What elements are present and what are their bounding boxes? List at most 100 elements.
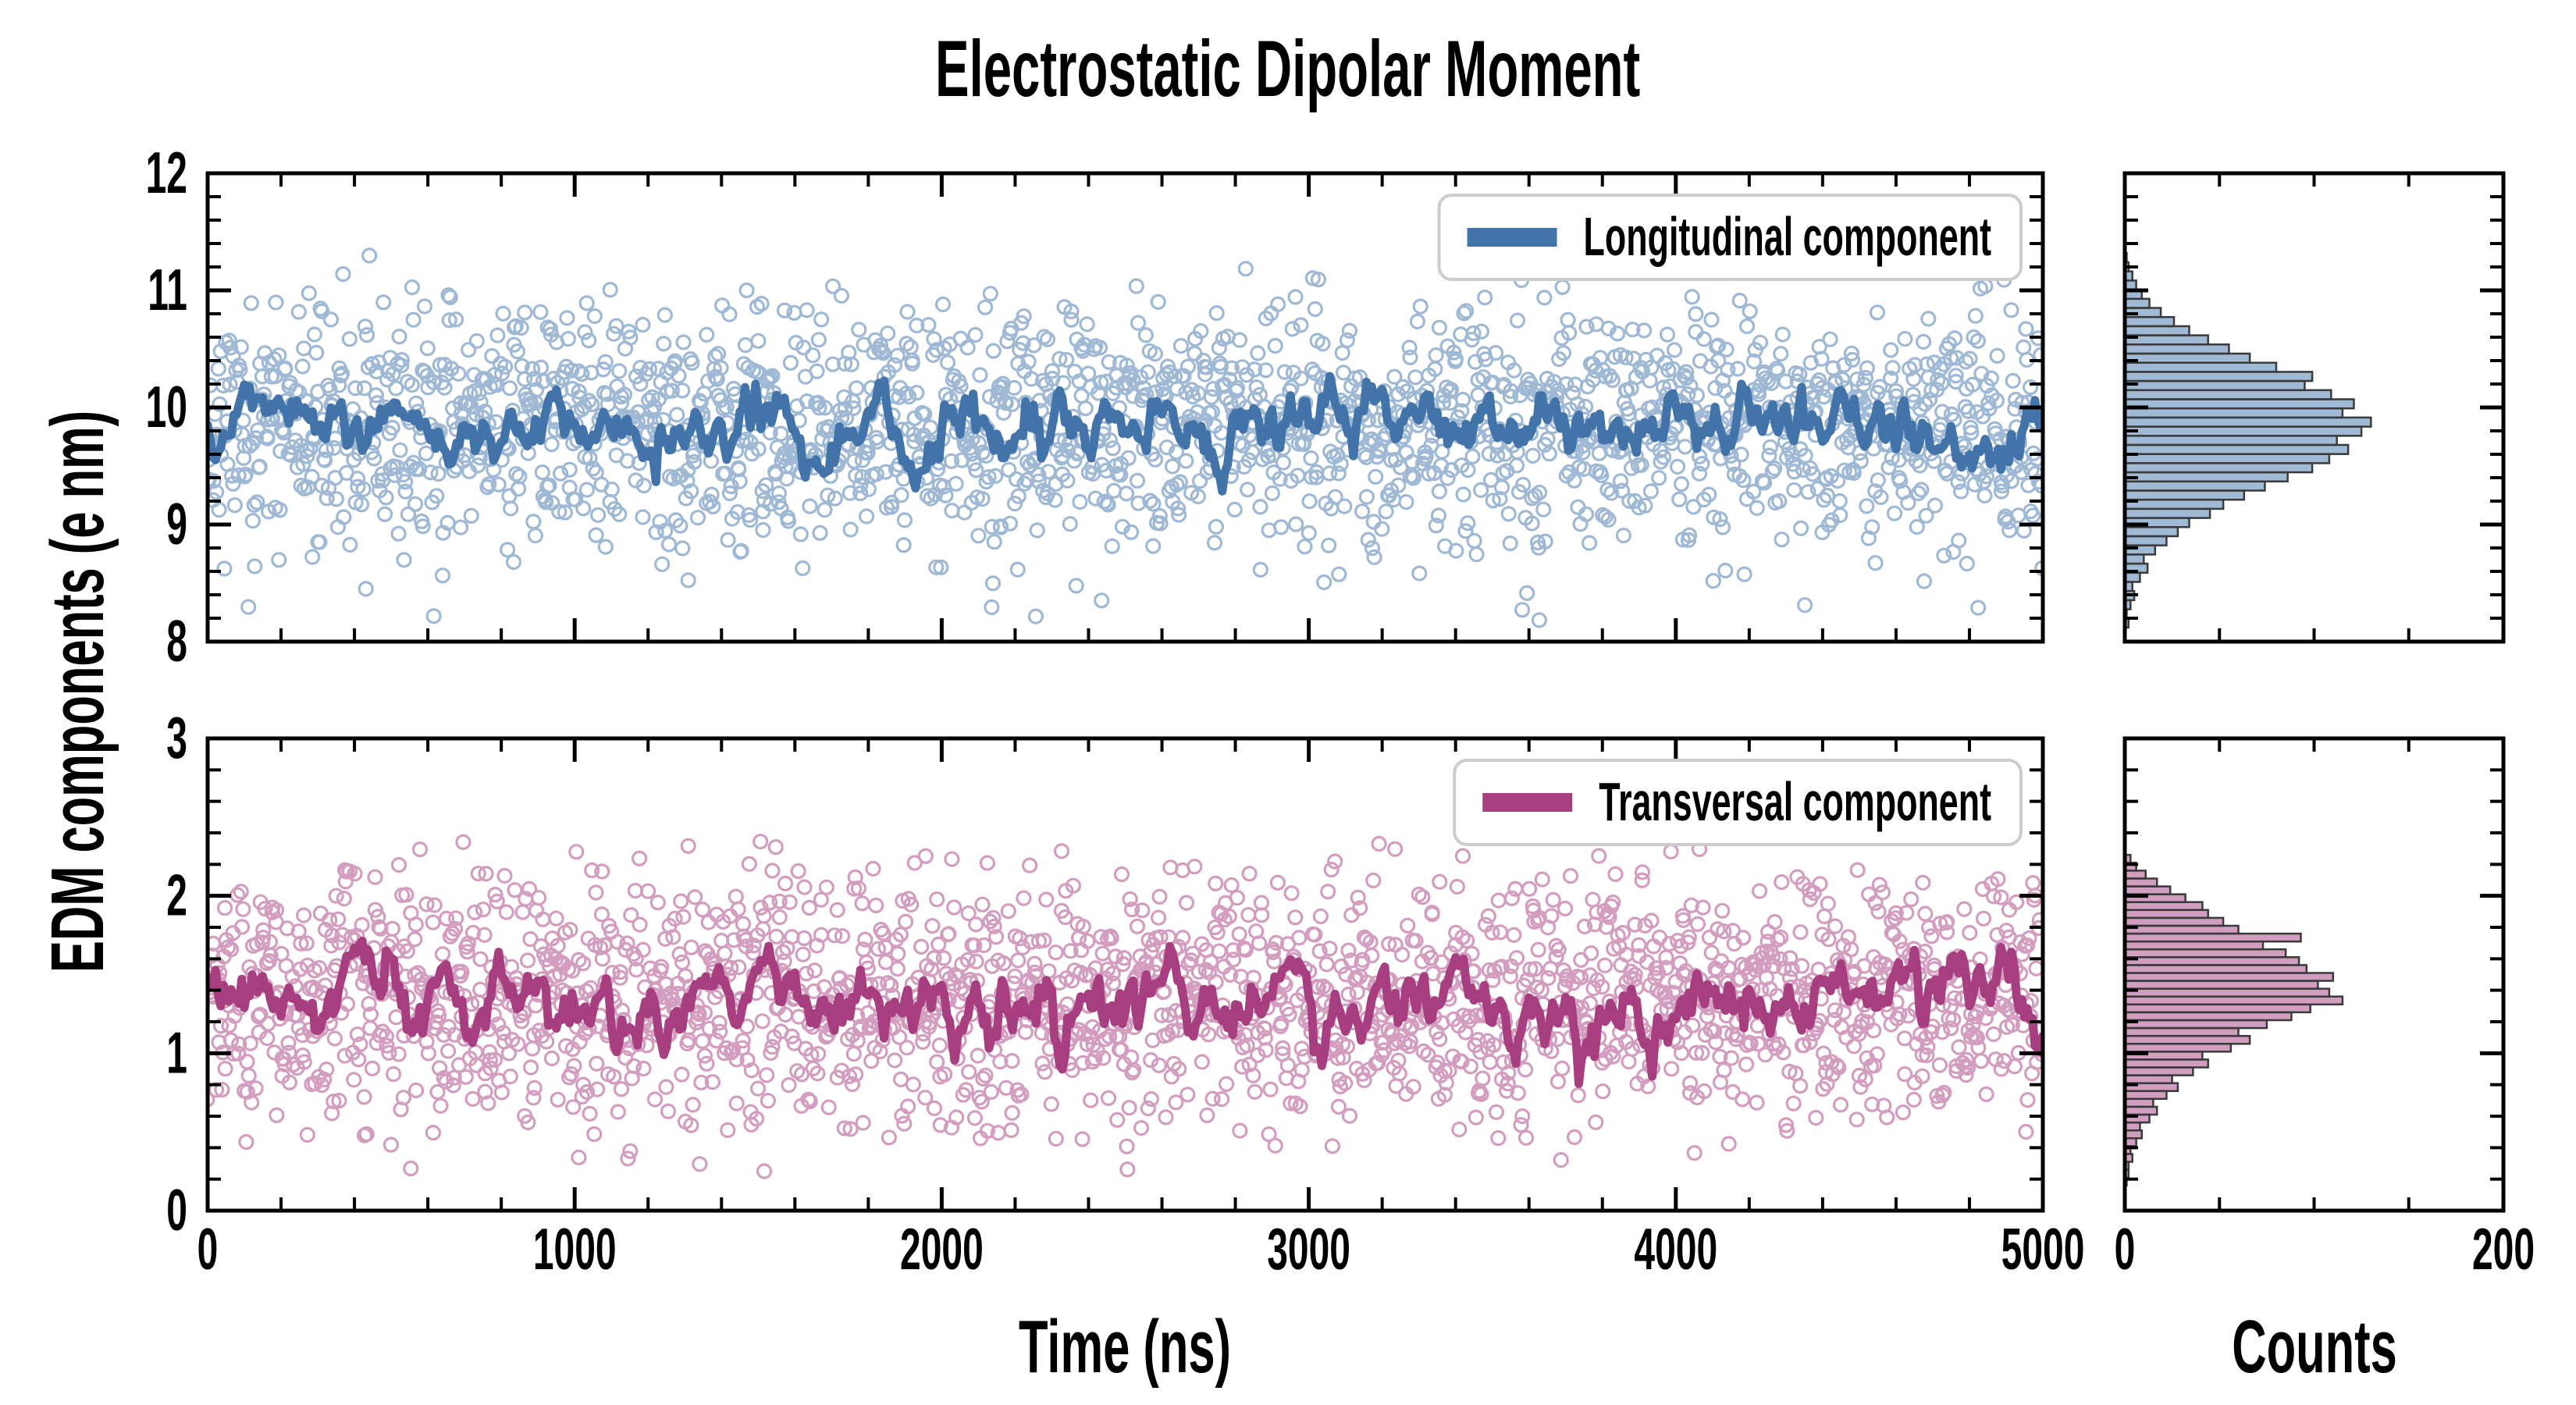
hist-bar <box>2125 948 2287 959</box>
hist-bar <box>2125 425 2363 437</box>
y-tick-label: 9 <box>166 492 187 557</box>
x-tick-label: 1000 <box>533 1217 617 1282</box>
hist-bar <box>2125 389 2332 400</box>
x-tick-label: 5000 <box>2001 1217 2085 1282</box>
hist-bar <box>2125 398 2355 410</box>
hist-bar <box>2125 416 2372 428</box>
y-tick-label: 10 <box>146 375 187 439</box>
axes-frame <box>2122 736 2506 1213</box>
hist-bar <box>2125 1105 2158 1116</box>
hist-bar <box>2125 901 2204 912</box>
y-tick-label: 11 <box>148 258 187 322</box>
hist-bar <box>2125 1097 2154 1108</box>
hist-bar <box>2125 1129 2144 1140</box>
top-hist-panel <box>2122 171 2506 644</box>
hist-bar <box>2125 371 2314 382</box>
hist-bar <box>2125 1003 2311 1014</box>
axis-ticks <box>208 173 2043 642</box>
svg-text:Longitudinal component: Longitudinal component <box>1584 207 1991 267</box>
hist-bars-top-hist-panel <box>2125 252 2372 629</box>
hist-bar <box>2125 315 2176 328</box>
hist-bar <box>2125 1026 2240 1037</box>
scatter-points-top-main-panel <box>208 247 2043 628</box>
hist-bar <box>2125 1011 2293 1022</box>
svg-text:0: 0 <box>2115 1217 2136 1282</box>
chart-title-text: Electrostatic Dipolar Moment <box>935 24 1641 113</box>
legend-label: Longitudinal component <box>1584 207 1991 267</box>
x-axis-label-counts: Counts <box>2232 1305 2397 1389</box>
chart-title: Electrostatic Dipolar Moment <box>0 23 2576 115</box>
hist-bar <box>2125 1042 2233 1053</box>
y-tick-label: 2 <box>166 863 187 928</box>
hist-bar <box>2125 1066 2194 1076</box>
hist-bar <box>2125 1019 2268 1030</box>
hist-bar <box>2125 453 2331 464</box>
hist-bar <box>2125 553 2145 565</box>
x-axis-label-time: Time (ns) <box>1019 1305 1231 1389</box>
hist-bar <box>2125 498 2225 510</box>
hist-bar <box>2125 526 2179 538</box>
hist-bars-bottom-hist-panel <box>2125 853 2344 1187</box>
y-tick-label: 0 <box>166 1178 187 1243</box>
hist-bar <box>2125 1034 2251 1045</box>
hist-bar <box>2125 343 2230 355</box>
hist-x-tick-label: 200 <box>2472 1217 2535 1282</box>
y-tick-label: 3 <box>166 706 187 770</box>
hist-bar <box>2125 995 2344 1006</box>
y-tick-label: 12 <box>146 140 187 205</box>
svg-text:12: 12 <box>146 140 187 205</box>
hist-bar <box>2125 379 2306 392</box>
legend-box <box>1437 194 2023 281</box>
hist-bar <box>2125 535 2168 546</box>
x-tick-label: 0 <box>197 1217 219 1282</box>
hist-bar <box>2125 1121 2141 1132</box>
hist-bar <box>2125 987 2331 998</box>
y-tick-label: 1 <box>166 1021 187 1086</box>
hist-bar <box>2125 870 2147 880</box>
hist-bar <box>2125 297 2151 309</box>
hist-bar <box>2125 471 2289 483</box>
hist-bar <box>2125 940 2265 951</box>
hist-bar <box>2125 885 2172 895</box>
svg-text:1000: 1000 <box>533 1217 617 1282</box>
legend-label: Transversal component <box>1599 772 1991 832</box>
hist-bar <box>2125 507 2211 519</box>
svg-text:5000: 5000 <box>2001 1217 2085 1282</box>
hist-bar <box>2125 924 2240 935</box>
average-line-top-main-panel <box>208 372 2043 496</box>
svg-text:200: 200 <box>2472 1217 2535 1282</box>
svg-text:3: 3 <box>166 706 187 770</box>
svg-text:3000: 3000 <box>1267 1217 1350 1282</box>
svg-text:0: 0 <box>197 1217 219 1282</box>
axes-frame <box>205 171 2045 644</box>
x-tick-label: 4000 <box>1634 1217 1717 1282</box>
svg-text:Transversal component: Transversal component <box>1599 772 1991 832</box>
hist-bar <box>2125 361 2278 373</box>
hist-bar <box>2125 853 2132 864</box>
hist-bar <box>2125 964 2308 974</box>
hist-bar <box>2125 489 2246 501</box>
svg-text:9: 9 <box>166 492 187 557</box>
axis-ticks <box>2125 173 2503 642</box>
hist-bar <box>2125 435 2338 446</box>
hist-bar <box>2125 407 2344 419</box>
hist-bar <box>2125 916 2225 927</box>
top-main-panel: 8 9 10 11 12 Longitudinal component <box>146 140 2045 674</box>
bottom-hist-panel: 0 200 <box>2115 736 2535 1282</box>
hist-bar <box>2125 352 2251 364</box>
hist-bar <box>2125 956 2300 966</box>
axis-ticks <box>2125 738 2503 1211</box>
x-tick-label: 3000 <box>1267 1217 1350 1282</box>
svg-text:1: 1 <box>166 1021 187 1086</box>
hist-bar <box>2125 980 2319 990</box>
svg-text:8: 8 <box>166 609 187 674</box>
svg-text:11: 11 <box>148 258 187 322</box>
svg-text:2: 2 <box>166 863 187 928</box>
hist-x-tick-label: 0 <box>2115 1217 2136 1282</box>
hist-bar <box>2125 1090 2168 1101</box>
hist-bar <box>2125 480 2266 492</box>
hist-bar <box>2125 1074 2173 1084</box>
svg-text:2000: 2000 <box>900 1217 984 1282</box>
